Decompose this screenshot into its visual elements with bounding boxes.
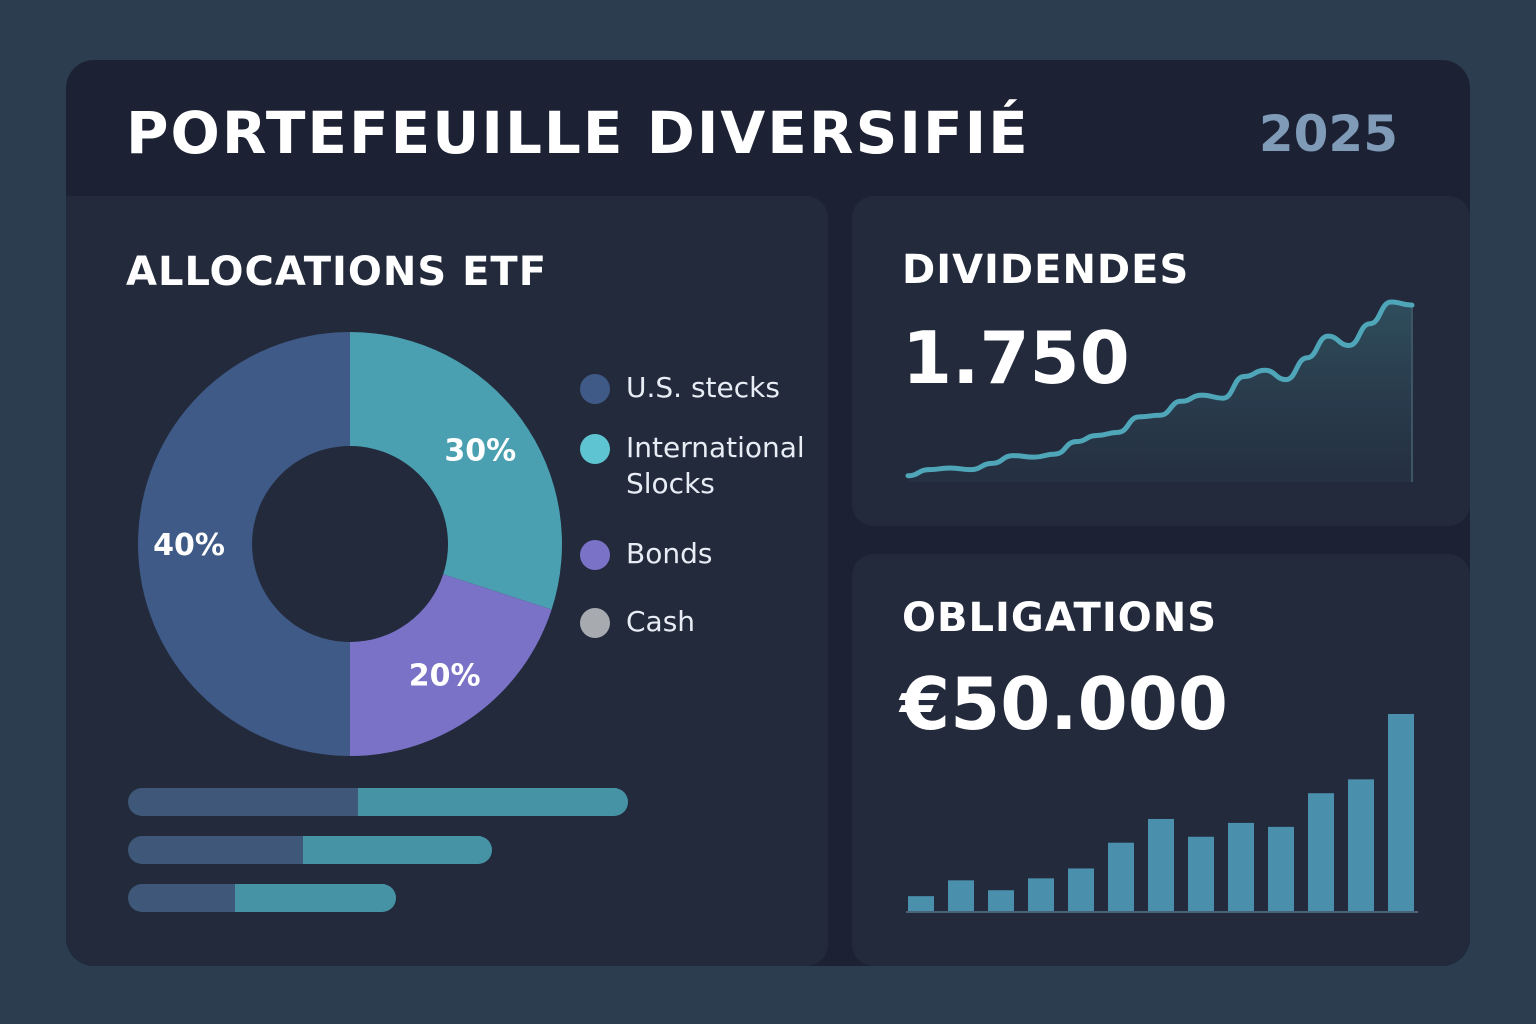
allocations-panel: ALLOCATIONS ETF 30% 20% 40% U.S. stecks In… xyxy=(66,196,828,966)
donut-slice-label: 30% xyxy=(444,433,516,468)
allocation-progress-bar xyxy=(128,836,492,864)
donut-slice-label: 40% xyxy=(153,528,225,563)
dashboard: PORTEFEUILLE DIVERSIFIÉ 2025 ALLOCATIONS… xyxy=(66,60,1470,966)
bar xyxy=(1268,826,1294,912)
bar xyxy=(1348,779,1374,912)
series-line xyxy=(905,299,1415,479)
obligations-value: €50.000 xyxy=(900,662,1228,746)
dividendes-panel: DIVIDENDES 1.750 xyxy=(852,196,1470,526)
legend-item-cash: Cash xyxy=(580,604,806,640)
donut-slice xyxy=(350,332,562,610)
bar xyxy=(1188,836,1214,912)
donut-slice xyxy=(138,332,350,756)
dividendes-value: 1.750 xyxy=(902,316,1130,400)
donut-slice-label: 20% xyxy=(409,658,481,693)
bar xyxy=(1228,822,1254,912)
legend-item-us-stocks: U.S. stecks xyxy=(580,370,806,406)
bar xyxy=(1148,818,1174,912)
bar xyxy=(908,896,934,912)
progress-fill xyxy=(358,788,628,816)
bar xyxy=(1388,714,1414,912)
bar xyxy=(1308,793,1334,912)
dividend-trend-chart xyxy=(905,299,1415,482)
bar xyxy=(988,890,1014,912)
legend-item-international-stocks: International Slocks xyxy=(580,430,806,502)
dividendes-title: DIVIDENDES xyxy=(902,247,1190,293)
obligations-title: OBLIGATIONS xyxy=(902,595,1218,641)
obligations-panel: OBLIGATIONS €50.000 xyxy=(852,554,1470,966)
donut-slice xyxy=(350,574,552,756)
allocation-donut-chart: 30% 20% 40% xyxy=(138,332,562,756)
bar xyxy=(1028,878,1054,912)
legend-dot-icon xyxy=(580,608,610,638)
allocation-progress-bar xyxy=(128,788,628,816)
legend-label: Bonds xyxy=(626,537,713,570)
bar xyxy=(1108,842,1134,912)
area-fill xyxy=(908,302,1412,482)
legend-label: Cash xyxy=(626,605,696,638)
legend-dot-icon xyxy=(580,374,610,404)
legend-dot-icon xyxy=(580,434,610,464)
legend-dot-icon xyxy=(580,540,610,570)
legend-item-bonds: Bonds xyxy=(580,536,806,572)
bar xyxy=(948,880,974,912)
allocations-title: ALLOCATIONS ETF xyxy=(126,249,548,295)
legend-label: U.S. stecks xyxy=(626,371,780,404)
legend-label: International Slocks xyxy=(626,431,805,500)
allocation-progress-bar xyxy=(128,884,396,912)
bar xyxy=(1068,868,1094,912)
obligations-bar-chart xyxy=(906,714,1418,913)
page-title: PORTEFEUILLE DIVERSIFIÉ xyxy=(126,99,1030,167)
progress-fill xyxy=(302,836,492,864)
progress-fill xyxy=(235,884,396,912)
year-label: 2025 xyxy=(1258,105,1398,163)
